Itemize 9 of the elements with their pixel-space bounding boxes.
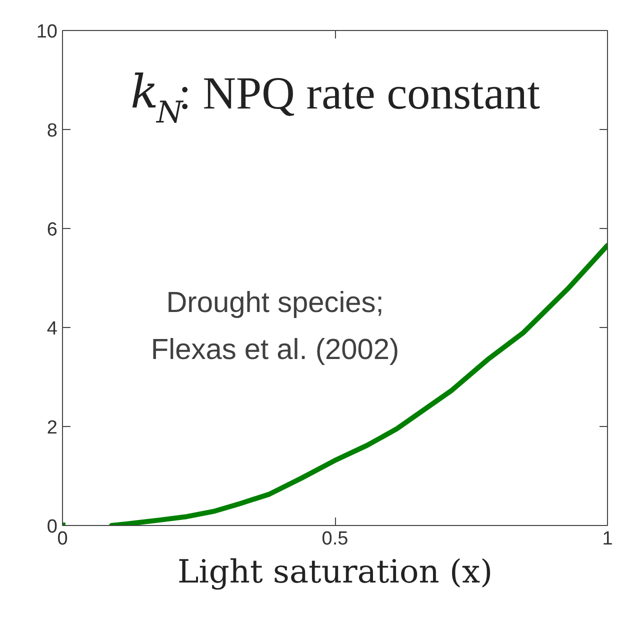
y-tick-label: 2: [46, 418, 58, 438]
x-axis-title: Light saturation (x): [177, 552, 493, 590]
y-tick-label: 10: [36, 22, 58, 42]
y-tick-label: 8: [46, 120, 58, 142]
y-tick-label: 4: [46, 318, 58, 340]
x-tick-label: 0.5: [322, 528, 348, 550]
x-tick-label: 1: [602, 528, 613, 550]
y-tick-label: 6: [46, 220, 58, 240]
annotation: Drought species; Flexas et al. (2002): [150, 286, 400, 366]
